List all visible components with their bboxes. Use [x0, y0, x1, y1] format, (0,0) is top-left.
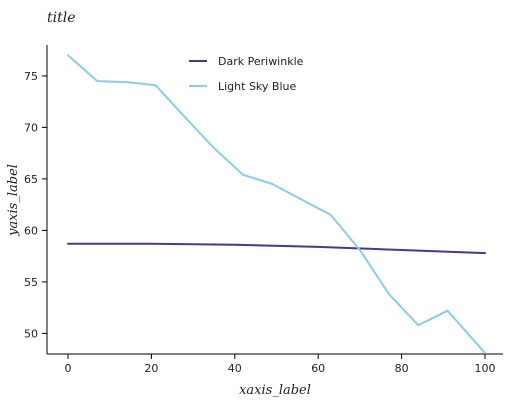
x-tick-label-100: 100	[475, 362, 496, 375]
x-tick-label-0: 0	[65, 362, 72, 375]
x-tick-label-40: 40	[228, 362, 242, 375]
x-tick-label-20: 20	[144, 362, 158, 375]
y-tick-label-75: 75	[24, 70, 38, 83]
y-tick-label-50: 50	[24, 327, 38, 340]
x-tick-label-60: 60	[311, 362, 325, 375]
y-tick-label-70: 70	[24, 121, 38, 134]
y-axis-title: yaxis_label	[6, 164, 21, 237]
y-axis-ticks: 50 55 60 65 70 75	[24, 70, 47, 340]
chart-title: title	[47, 10, 76, 26]
x-axis-title: xaxis_label	[239, 383, 311, 398]
x-axis-ticks: 0 20 40 60 80 100	[65, 354, 496, 375]
series-line-dark-periwinkle	[67, 242, 486, 255]
legend: Dark Periwinkle Light Sky Blue	[189, 55, 304, 93]
y-tick-label-60: 60	[24, 224, 38, 237]
legend-label-dark-periwinkle: Dark Periwinkle	[218, 55, 304, 68]
y-tick-label-55: 55	[24, 276, 38, 289]
legend-label-light-sky-blue: Light Sky Blue	[218, 80, 296, 93]
x-tick-label-80: 80	[395, 362, 409, 375]
series-line-light-sky-blue	[67, 54, 486, 354]
series-layer	[67, 54, 486, 354]
y-tick-label-65: 65	[24, 173, 38, 186]
